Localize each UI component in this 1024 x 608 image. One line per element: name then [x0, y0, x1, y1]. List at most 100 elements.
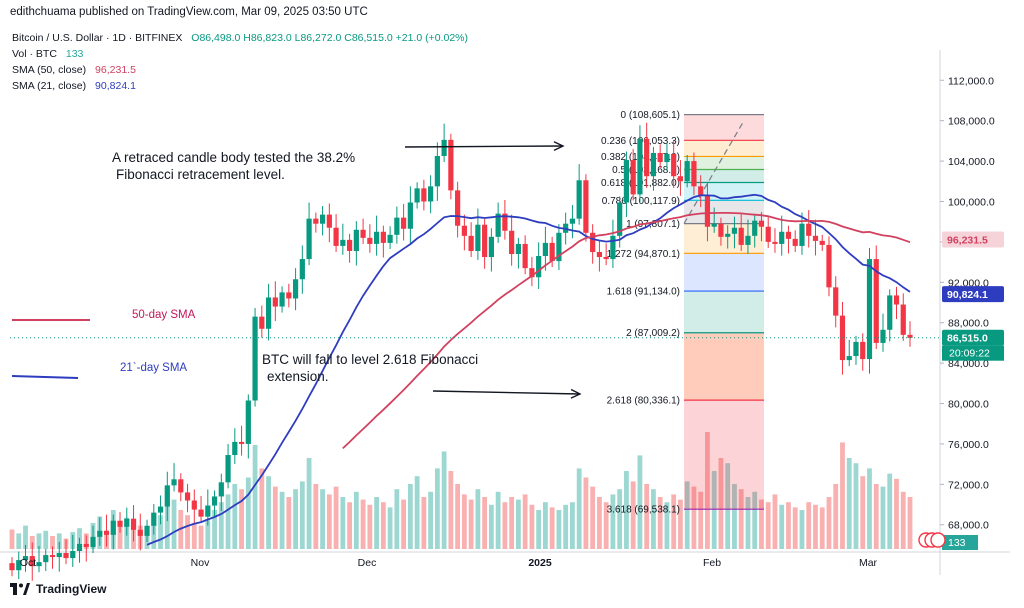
- candle-body: [232, 441, 238, 456]
- candle-body: [758, 220, 765, 227]
- annotation-fall-line1: BTC will fall to level 2.618 Fibonacci: [262, 352, 478, 367]
- volume-bar: [448, 471, 454, 549]
- fib-zone: [684, 140, 764, 157]
- candle-body: [515, 243, 521, 255]
- price-tick-label: 88,000.0: [948, 318, 989, 330]
- candle-body: [745, 235, 751, 245]
- candle-body: [556, 232, 562, 262]
- candle-body: [259, 316, 265, 329]
- volume-bar: [745, 497, 751, 549]
- candle-body: [137, 529, 143, 536]
- candle-body: [461, 225, 467, 236]
- volume-bar: [637, 455, 643, 549]
- volume-bar: [326, 494, 332, 549]
- price-tick-label: 84,000.0: [948, 358, 989, 370]
- volume-bar: [333, 486, 339, 549]
- volume-bar: [624, 471, 629, 549]
- candle-body: [772, 241, 778, 244]
- candle-body: [130, 518, 137, 530]
- volume-bar: [840, 442, 845, 549]
- candle-body: [718, 223, 724, 237]
- candle-body: [488, 236, 494, 258]
- volume-bar: [799, 510, 805, 549]
- price-tick-label: 80,000.0: [948, 399, 989, 411]
- sma-lines: [10, 193, 940, 546]
- annotations: A retraced candle body tested the 38.2% F…: [11, 141, 582, 399]
- candle-body: [205, 505, 211, 517]
- candle-body: [218, 482, 224, 497]
- candle-body: [340, 239, 346, 246]
- volume-bar: [401, 499, 407, 549]
- candle-body: [866, 259, 873, 360]
- volume-bar: [347, 502, 352, 549]
- price-axis: 112,000.0108,000.0104,000.0100,000.096,0…: [918, 75, 1004, 550]
- candle-body: [428, 186, 434, 202]
- annotation-21-day-sma: 21`-day SMA: [120, 362, 187, 374]
- volume-bar: [158, 515, 163, 549]
- volume-bar: [826, 497, 832, 549]
- candle-body: [151, 512, 157, 526]
- sma21-row: SMA (21, close) 90,824.1: [12, 78, 468, 94]
- candle-body: [9, 563, 15, 571]
- candle-body: [225, 455, 231, 483]
- candle-body: [522, 243, 528, 269]
- volume-bar: [488, 504, 494, 549]
- candle-body: [76, 543, 83, 552]
- candle-body: [671, 154, 677, 177]
- volume-bar: [833, 484, 839, 549]
- volume-bar: [867, 468, 872, 549]
- candle-body: [184, 492, 191, 501]
- volume-value: 133: [65, 48, 84, 60]
- volume-bar: [50, 536, 55, 549]
- candle-body: [880, 329, 886, 343]
- candle-body: [49, 555, 56, 558]
- candle-body: [826, 244, 832, 288]
- candle-body: [529, 268, 535, 278]
- volume-bar: [212, 510, 217, 549]
- volume-bar: [570, 502, 575, 549]
- candle-body: [124, 518, 130, 527]
- volume-bar: [482, 497, 488, 549]
- candles: [9, 122, 913, 581]
- candle-body: [421, 188, 427, 202]
- price-tick-label: 112,000.0: [948, 75, 994, 87]
- volume-bar: [509, 497, 515, 549]
- volume-bar: [293, 489, 298, 549]
- candle-body: [549, 242, 555, 262]
- candle-body: [110, 520, 116, 535]
- volume-bar: [23, 525, 28, 549]
- volume-bar: [522, 494, 528, 549]
- volume-bar: [495, 491, 501, 549]
- price-tick-label: 72,000.0: [948, 479, 989, 491]
- volume-bar: [597, 497, 602, 549]
- fib-level-label: 3.618 (69,538.1): [607, 505, 680, 516]
- volume-bar: [630, 481, 636, 549]
- fib-zone: [684, 114, 764, 141]
- fib-level-label: 1 (97,807.1): [626, 219, 680, 230]
- volume-bar: [232, 484, 238, 549]
- candle-body: [644, 138, 650, 177]
- price-tick-label: 76,000.0: [948, 439, 989, 451]
- volume-bar: [536, 510, 542, 549]
- volume-bar: [806, 502, 812, 549]
- volume-bar: [340, 497, 346, 549]
- candle-body: [171, 479, 177, 486]
- volume-bar: [664, 502, 670, 549]
- candle-body: [853, 341, 859, 357]
- price-tick-label: 100,000.0: [948, 196, 995, 208]
- sma50-row: SMA (50, close) 96,231.5: [12, 62, 468, 78]
- candle-body: [448, 139, 454, 191]
- chart-legend: Bitcoin / U.S. Dollar · 1D · BITFINEX O8…: [12, 30, 468, 94]
- grid: [0, 50, 1010, 575]
- sma21-value: 90,824.1: [95, 80, 136, 92]
- volume-bar: [846, 458, 852, 549]
- candle-body: [90, 536, 96, 547]
- countdown-bg: [942, 345, 1004, 361]
- price-tick-label: 108,000.0: [948, 116, 995, 128]
- time-tick-label: 2025: [528, 557, 552, 569]
- annotation-fall-line2: extension.: [267, 369, 329, 384]
- candle-body: [434, 156, 440, 187]
- volume-bar: [549, 507, 555, 549]
- price-tick-label: 104,000.0: [948, 156, 995, 168]
